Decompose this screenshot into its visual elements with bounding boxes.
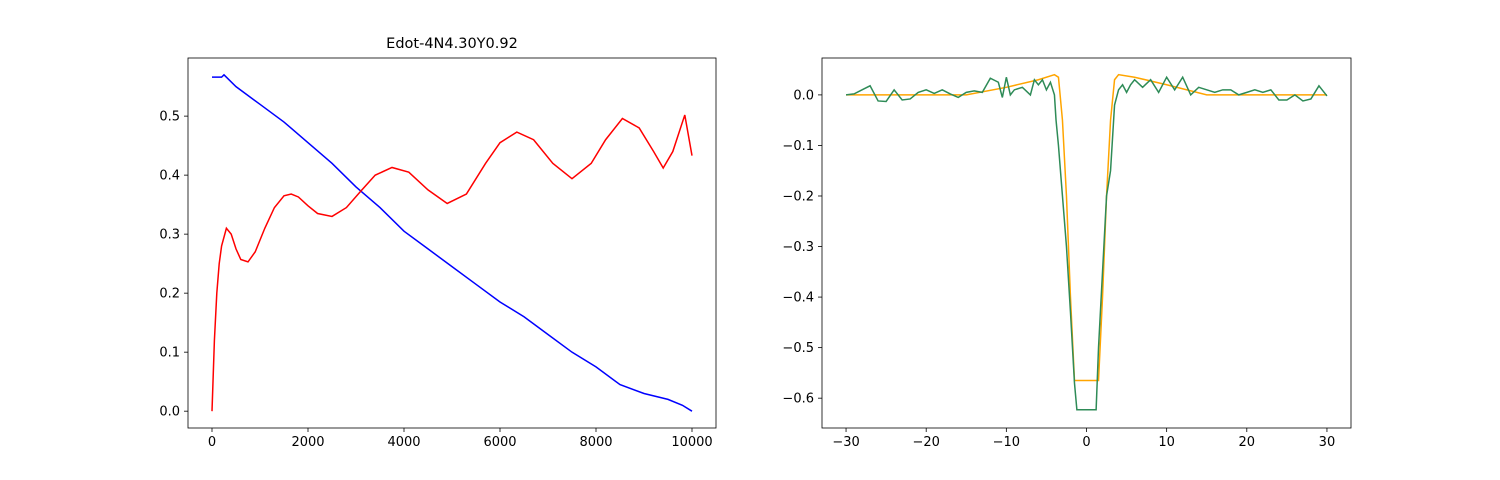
x-tick-label: −10 <box>993 435 1020 450</box>
x-tick-label: 6000 <box>483 435 516 450</box>
x-tick-label: 0 <box>1082 435 1090 450</box>
y-tick-label: 0.0 <box>159 405 180 420</box>
x-tick-label: −20 <box>912 435 939 450</box>
x-tick-label: 20 <box>1239 435 1256 450</box>
line-series <box>846 73 1327 382</box>
y-tick-label: −0.2 <box>782 189 814 204</box>
chart-title: Edot-4N4.30Y0.92 <box>386 36 518 52</box>
x-tick-label: 0 <box>208 435 216 450</box>
x-tick-label: 30 <box>1319 435 1336 450</box>
y-tick-label: −0.6 <box>782 392 814 407</box>
y-tick-label: −0.5 <box>782 341 814 356</box>
y-tick-label: 0.3 <box>159 228 180 243</box>
y-tick-label: −0.4 <box>782 291 814 306</box>
x-tick-label: −30 <box>832 435 859 450</box>
y-tick-label: 0.5 <box>159 110 180 125</box>
x-tick-label: 10 <box>1158 435 1175 450</box>
y-tick-label: 0.0 <box>793 88 814 103</box>
line-series <box>845 75 1328 411</box>
x-tick-label: 4000 <box>387 435 420 450</box>
plot-frame <box>187 57 717 429</box>
x-tick-label: 8000 <box>579 435 612 450</box>
y-tick-label: 0.1 <box>159 346 180 361</box>
plot-frame <box>821 57 1352 429</box>
y-tick-label: 0.2 <box>159 287 180 302</box>
line-series <box>212 73 693 412</box>
x-tick-label: 2000 <box>291 435 324 450</box>
line-series <box>211 114 693 412</box>
y-tick-label: 0.4 <box>159 169 180 184</box>
x-tick-label: 10000 <box>671 435 712 450</box>
y-tick-label: −0.1 <box>782 139 814 154</box>
y-tick-label: −0.3 <box>782 240 814 255</box>
